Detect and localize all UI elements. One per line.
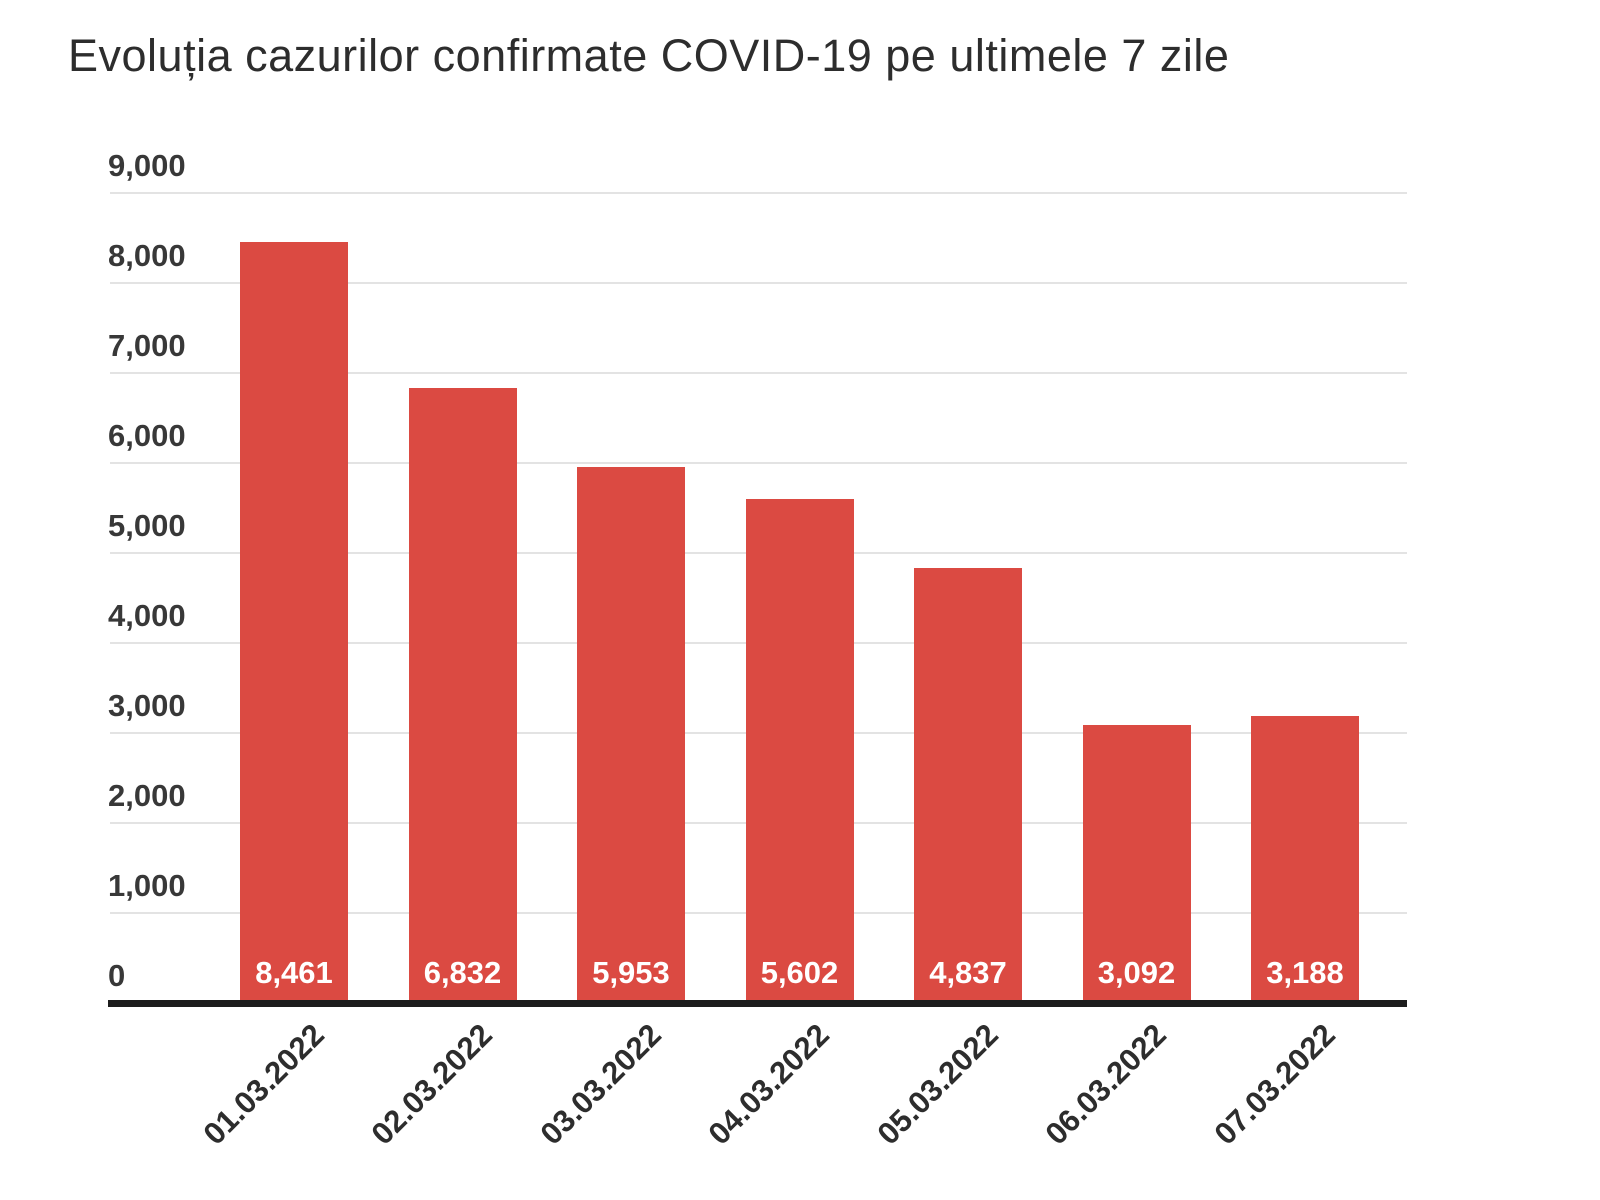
x-tick-label: 05.03.2022 [870, 1017, 1005, 1152]
y-tick-label: 8,000 [108, 238, 186, 273]
bar-value-label: 4,837 [929, 955, 1007, 990]
bar: 4,837 [914, 567, 1022, 1003]
x-axis-line [108, 1000, 1407, 1007]
x-tick-label: 04.03.2022 [701, 1017, 837, 1152]
bar-value-label: 5,602 [760, 955, 839, 990]
bar-value-label: 6,832 [423, 955, 502, 990]
bar-value-label: 5,953 [592, 955, 670, 990]
gridline [110, 372, 1407, 374]
y-tick-label: 3,000 [108, 688, 186, 723]
chart-title: Evoluția cazurilor confirmate COVID-19 p… [68, 30, 1230, 81]
y-tick-label: 0 [108, 958, 126, 993]
bar-value-label: 8,461 [255, 955, 333, 990]
x-tick-label: 07.03.2022 [1207, 1017, 1342, 1152]
gridline [110, 192, 1407, 194]
y-tick-label: 7,000 [108, 328, 186, 363]
y-tick-label: 4,000 [108, 598, 186, 633]
y-tick-label: 5,000 [108, 508, 186, 543]
x-tick-label: 02.03.2022 [364, 1017, 500, 1152]
bar-value-label: 3,092 [1097, 955, 1176, 990]
bar: 5,602 [745, 498, 854, 1003]
bar: 5,953 [577, 467, 685, 1003]
x-tick-label: 06.03.2022 [1038, 1017, 1174, 1152]
y-tick-label: 1,000 [108, 868, 186, 903]
y-tick-label: 6,000 [108, 418, 186, 453]
bar: 8,461 [240, 241, 348, 1003]
y-tick-label: 9,000 [108, 148, 186, 183]
bar: 3,092 [1082, 724, 1191, 1003]
bar: 6,832 [408, 388, 517, 1003]
bar: 3,188 [1251, 716, 1359, 1003]
x-tick-label: 01.03.2022 [196, 1017, 331, 1152]
bar-value-label: 3,188 [1266, 955, 1344, 990]
gridline [110, 282, 1407, 284]
plot-area: 0 1,000 2,000 3,000 4,000 5,000 6,000 7,000 8,00… [108, 148, 1407, 1151]
x-tick-label: 03.03.2022 [533, 1017, 668, 1152]
gridline [110, 462, 1407, 464]
y-tick-label: 2,000 [108, 778, 186, 813]
